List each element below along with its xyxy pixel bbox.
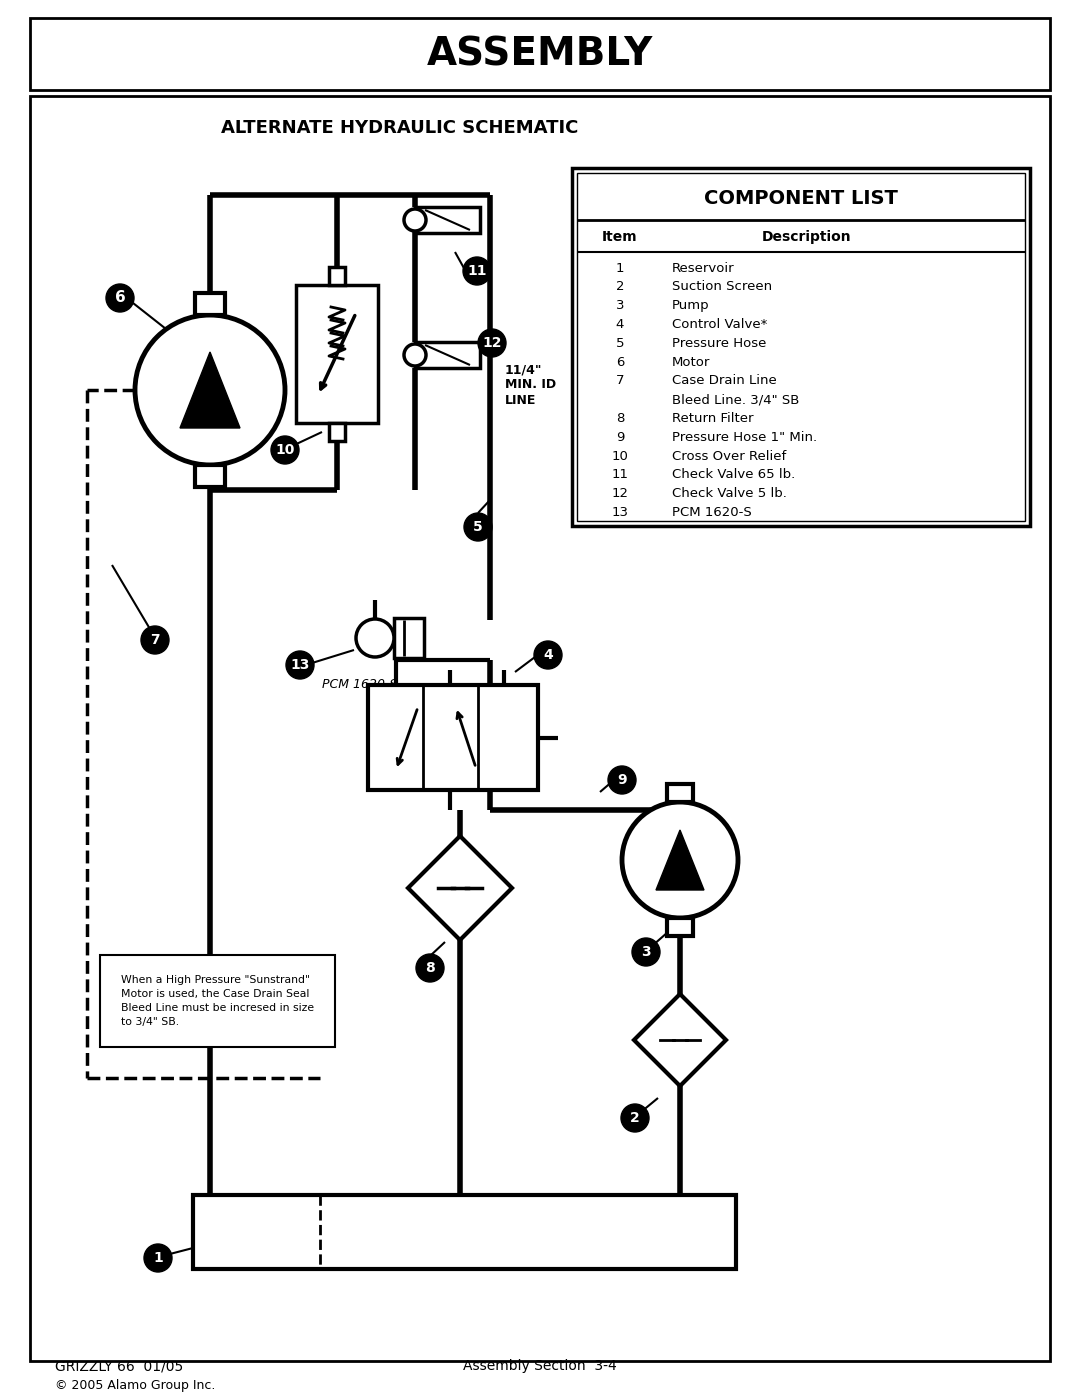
Text: 1: 1 — [616, 261, 624, 274]
Bar — [195, 465, 225, 488]
Text: 4: 4 — [616, 319, 624, 331]
Bar — [667, 918, 693, 936]
Text: Case Drain Line: Case Drain Line — [672, 374, 777, 387]
Bar — [415, 207, 480, 233]
Bar — [329, 423, 345, 441]
Circle shape — [144, 1243, 172, 1273]
Text: 7: 7 — [150, 633, 160, 647]
Circle shape — [464, 513, 492, 541]
Text: 5: 5 — [473, 520, 483, 534]
Circle shape — [271, 436, 299, 464]
Bar — [415, 342, 480, 367]
Polygon shape — [656, 830, 704, 890]
Bar — [296, 285, 378, 423]
Text: GRIZZLY 66  01/05: GRIZZLY 66 01/05 — [55, 1359, 184, 1373]
Text: 2: 2 — [616, 281, 624, 293]
Bar — [577, 173, 1025, 521]
Text: Pressure Hose: Pressure Hose — [672, 337, 767, 349]
Circle shape — [404, 210, 426, 231]
Text: PCM 1620-S: PCM 1620-S — [322, 679, 397, 692]
Circle shape — [135, 314, 285, 465]
Polygon shape — [408, 835, 512, 940]
Text: 13: 13 — [611, 506, 629, 518]
Circle shape — [141, 626, 168, 654]
Bar — [667, 784, 693, 802]
Bar — [329, 267, 345, 285]
Circle shape — [608, 766, 636, 793]
Circle shape — [286, 651, 314, 679]
Circle shape — [622, 802, 738, 918]
Text: 10: 10 — [275, 443, 295, 457]
Text: 10: 10 — [611, 450, 629, 462]
Text: 11: 11 — [611, 468, 629, 482]
Text: COMPONENT LIST: COMPONENT LIST — [704, 189, 897, 208]
Circle shape — [356, 619, 394, 657]
Text: Description: Description — [762, 231, 852, 244]
Text: 3: 3 — [642, 944, 651, 958]
Bar — [368, 685, 538, 789]
Text: Assembly Section  3-4: Assembly Section 3-4 — [463, 1359, 617, 1373]
Text: 2: 2 — [630, 1111, 639, 1125]
Text: Motor: Motor — [672, 355, 711, 369]
Text: 13: 13 — [291, 658, 310, 672]
Text: 5: 5 — [616, 337, 624, 349]
Text: Bleed Line. 3/4" SB: Bleed Line. 3/4" SB — [672, 393, 799, 407]
Text: 1: 1 — [153, 1250, 163, 1266]
Text: ASSEMBLY: ASSEMBLY — [427, 35, 653, 73]
Text: 4: 4 — [543, 648, 553, 662]
Text: 11: 11 — [468, 264, 487, 278]
Text: Suction Screen: Suction Screen — [672, 281, 772, 293]
Circle shape — [404, 344, 426, 366]
Text: Pump: Pump — [672, 299, 710, 312]
Text: 8: 8 — [616, 412, 624, 425]
Polygon shape — [180, 352, 240, 427]
Circle shape — [621, 1104, 649, 1132]
Text: 6: 6 — [616, 355, 624, 369]
Text: 12: 12 — [611, 488, 629, 500]
Circle shape — [416, 954, 444, 982]
Text: 8: 8 — [426, 961, 435, 975]
Text: Control Valve*: Control Valve* — [672, 319, 768, 331]
Text: 3: 3 — [616, 299, 624, 312]
Polygon shape — [634, 995, 726, 1085]
Text: Reservoir: Reservoir — [672, 261, 734, 274]
Bar — [100, 956, 335, 1046]
Text: PCM 1620-S: PCM 1620-S — [672, 506, 752, 518]
Bar — [30, 18, 1050, 89]
Bar — [195, 293, 225, 314]
Text: 12: 12 — [483, 337, 502, 351]
Circle shape — [632, 937, 660, 965]
Text: 11/4"
MIN. ID
LINE: 11/4" MIN. ID LINE — [505, 363, 556, 407]
Text: 9: 9 — [616, 430, 624, 444]
Bar — [394, 617, 424, 658]
Text: Check Valve 65 lb.: Check Valve 65 lb. — [672, 468, 795, 482]
Bar — [572, 168, 1030, 527]
Circle shape — [463, 257, 491, 285]
Bar — [193, 1194, 735, 1268]
Text: Check Valve 5 lb.: Check Valve 5 lb. — [672, 488, 787, 500]
Circle shape — [478, 330, 507, 358]
Text: Item: Item — [603, 231, 638, 244]
Circle shape — [106, 284, 134, 312]
Text: 9: 9 — [617, 773, 626, 787]
Text: 7: 7 — [616, 374, 624, 387]
Circle shape — [534, 641, 562, 669]
Text: Cross Over Relief: Cross Over Relief — [672, 450, 786, 462]
Text: © 2005 Alamo Group Inc.: © 2005 Alamo Group Inc. — [55, 1379, 215, 1391]
Text: Return Filter: Return Filter — [672, 412, 754, 425]
Text: Pressure Hose 1" Min.: Pressure Hose 1" Min. — [672, 430, 818, 444]
Text: ALTERNATE HYDRAULIC SCHEMATIC: ALTERNATE HYDRAULIC SCHEMATIC — [221, 119, 579, 137]
Text: When a High Pressure "Sunstrand"
Motor is used, the Case Drain Seal
Bleed Line m: When a High Pressure "Sunstrand" Motor i… — [121, 975, 314, 1027]
Text: 6: 6 — [114, 291, 125, 306]
